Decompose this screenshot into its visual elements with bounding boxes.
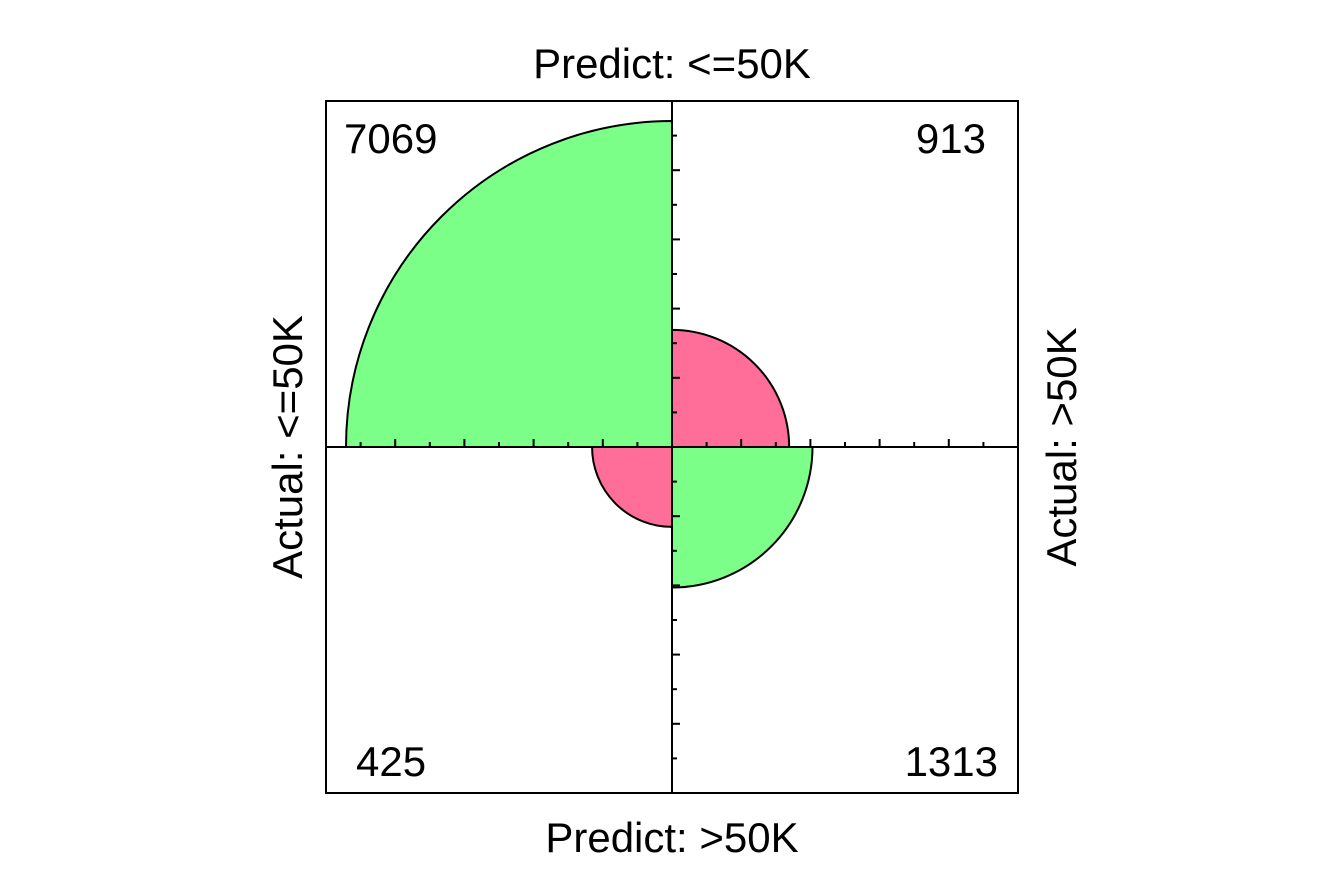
bottom-label: Predict: >50K <box>545 814 798 861</box>
right-label: Actual: >50K <box>1038 327 1085 566</box>
quadrant-sectors <box>344 119 814 589</box>
sector-bottom-right <box>671 446 814 589</box>
count-top-left: 7069 <box>344 115 437 162</box>
sector-top-left <box>344 119 673 448</box>
sector-bottom-left <box>591 446 673 528</box>
count-bottom-left: 425 <box>356 738 426 785</box>
count-bottom-right: 1313 <box>905 738 998 785</box>
sector-top-right <box>671 328 791 448</box>
count-top-right: 913 <box>916 115 986 162</box>
top-label: Predict: <=50K <box>533 40 811 87</box>
axis-ticks <box>359 134 985 760</box>
left-label: Actual: <=50K <box>264 315 311 579</box>
